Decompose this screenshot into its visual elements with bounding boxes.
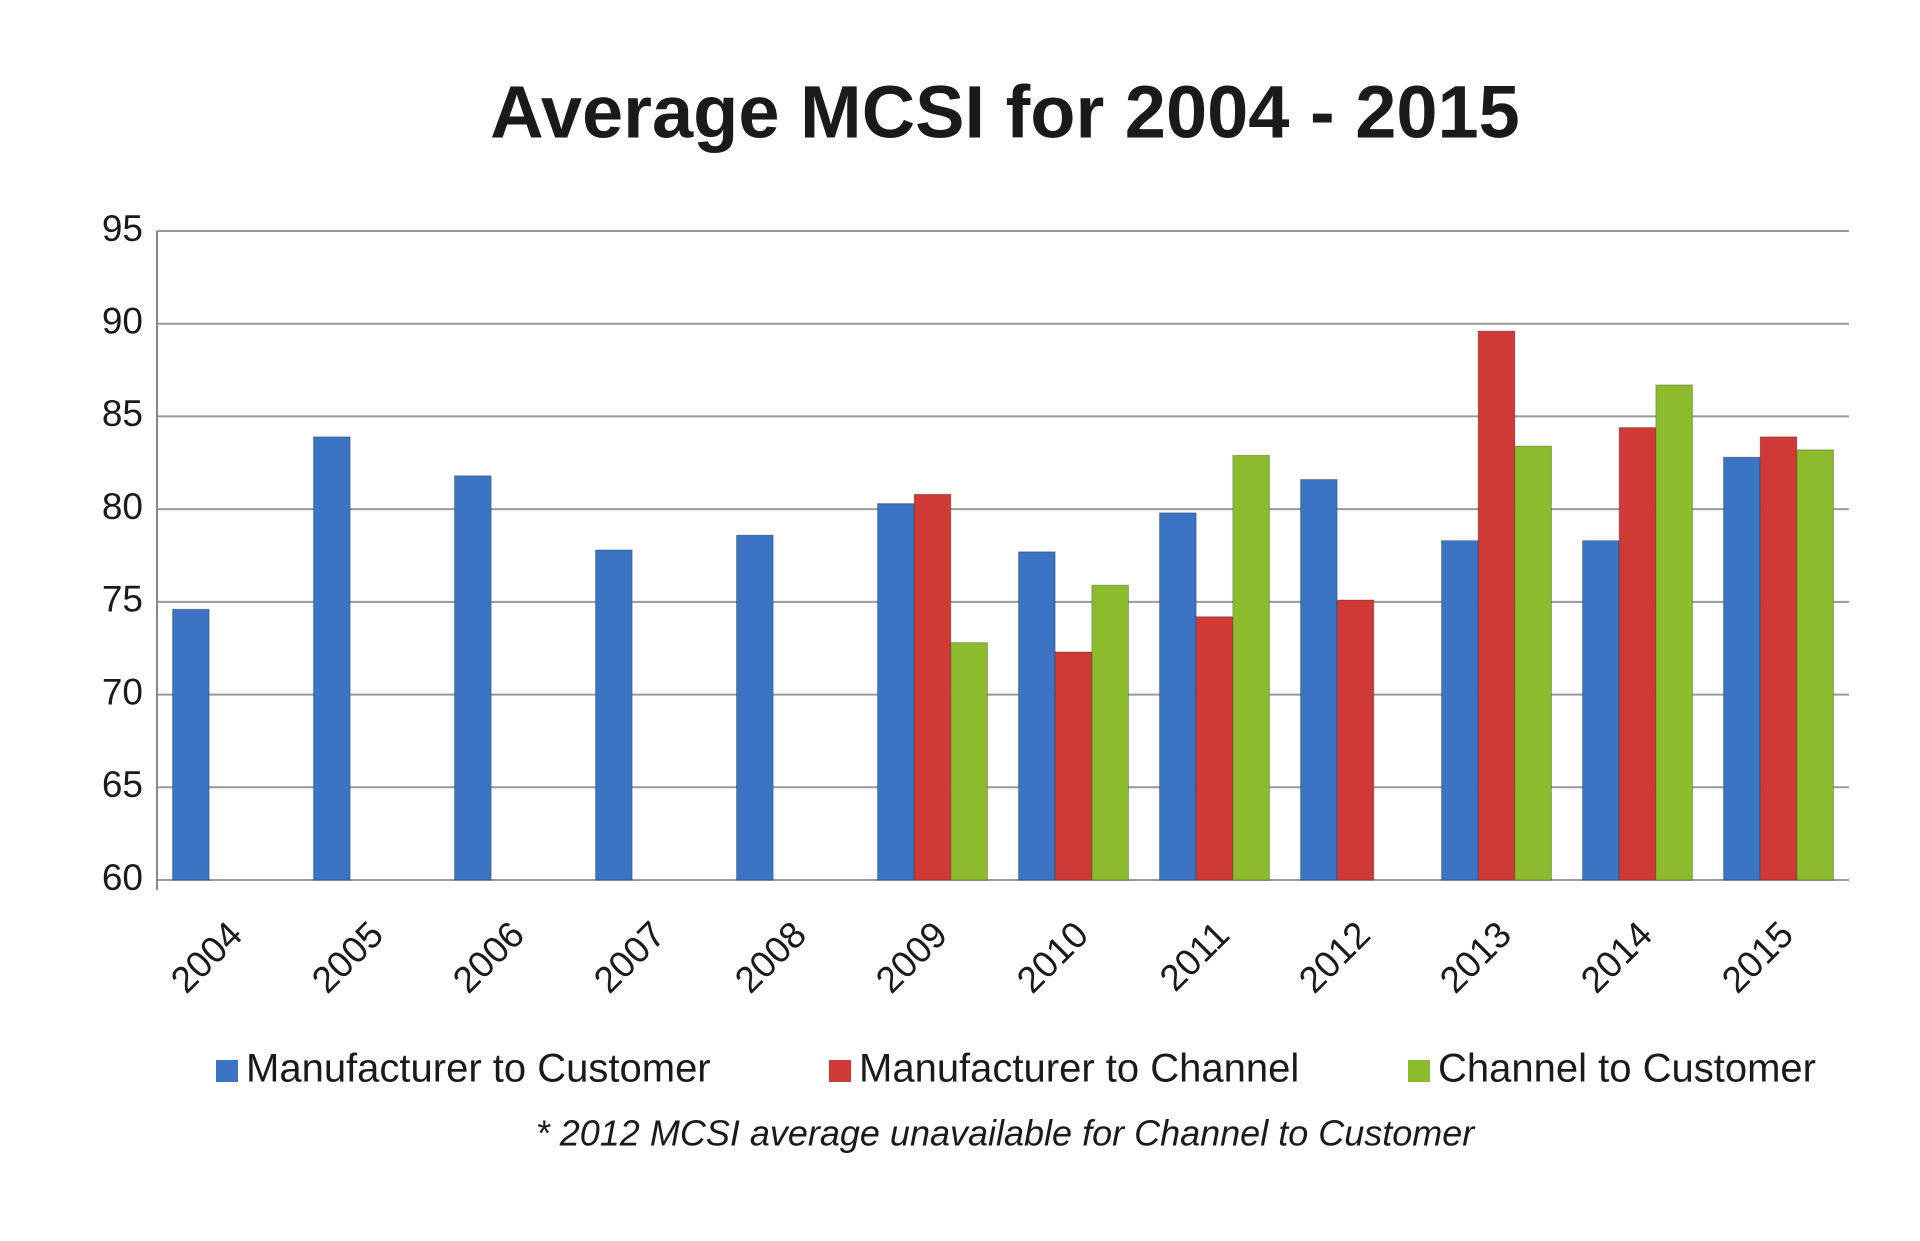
bar [1336,599,1375,881]
legend-marker [829,1060,851,1082]
bar [1018,551,1056,881]
y-tick-label: 70 [102,671,143,712]
bar [877,503,915,881]
bar [1195,616,1234,881]
x-tick-label: 2014 [1573,914,1660,1001]
y-tick-label: 85 [102,393,143,434]
bar [1582,540,1620,881]
bar [1759,436,1798,881]
x-tick-label: 2011 [1152,914,1237,999]
bar [1618,427,1657,881]
legend-label: Manufacturer to Customer [246,1047,711,1091]
bar [1514,445,1552,881]
bar [950,642,988,881]
bar [1441,540,1479,881]
bar [313,436,351,881]
x-tick-label: 2006 [445,914,532,1001]
bar [595,549,633,881]
chart-title: Average MCSI for 2004 - 2015 [490,71,1520,154]
x-tick-label: 2009 [868,914,955,1001]
legend-marker [216,1060,238,1082]
y-tick-label: 90 [102,300,143,341]
y-tick-label: 80 [102,486,143,527]
x-tick-label: 2005 [304,914,391,1001]
legend-marker [1408,1060,1430,1082]
bar [1232,454,1270,881]
bar [1796,449,1834,881]
y-tick-label: 95 [102,208,143,249]
legend-label: Channel to Customer [1438,1047,1816,1091]
annotation: * 2012 MCSI average unavailable for Chan… [536,1113,1477,1154]
bar [1655,384,1693,881]
legend-label: Manufacturer to Channel [859,1047,1299,1091]
x-tick-label: 2013 [1432,914,1519,1001]
x-tick-label: 2015 [1714,914,1801,1001]
y-tick-label: 65 [102,764,143,805]
x-tick-label: 2010 [1009,914,1096,1001]
bar [1159,512,1197,881]
x-tick-label: 2004 [163,914,250,1001]
bar [172,608,210,881]
x-tick-label: 2012 [1291,914,1378,1001]
bar [1054,651,1093,881]
bar [913,493,952,881]
y-tick-label: 60 [102,857,143,898]
bar [1300,478,1338,881]
bar [1477,330,1516,881]
x-tick-label: 2007 [586,914,673,1001]
x-tick-label: 2008 [727,914,814,1001]
bar [454,475,492,881]
bar [1723,456,1761,881]
bar [736,534,774,881]
y-tick-label: 75 [102,579,143,620]
bar [1091,584,1129,881]
